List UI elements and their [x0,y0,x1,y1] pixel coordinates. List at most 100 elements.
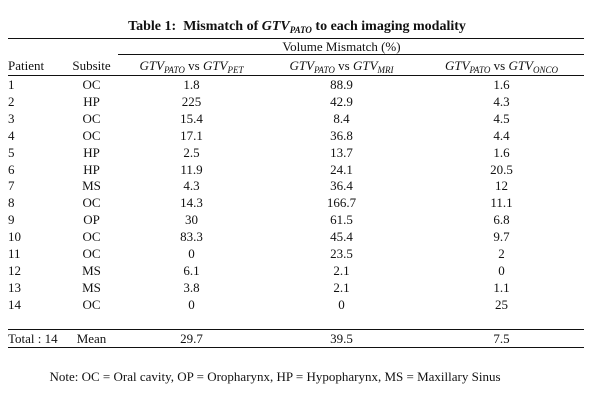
table-cell: 20.5 [490,161,513,177]
title-text: Mismatch of [183,19,259,34]
table-cell: 12 [495,178,508,194]
table-cell: 4.5 [493,110,510,126]
table-cell: 3 [8,110,15,126]
table-cell: MS [82,178,101,194]
table-cell: 2 [8,93,15,109]
table-cell: 1.6 [493,77,510,92]
table-cell: 45.4 [330,229,353,245]
title-label: Table 1: [128,19,177,34]
table-cell: OC [82,296,101,312]
table-cell: OP [83,212,100,228]
vs: vs [188,58,200,73]
table-cell: 1 [8,77,15,92]
top-rule [8,38,584,39]
table-cell: 10 [8,229,21,245]
table-cell: OC [82,110,101,126]
table-cell: HP [83,144,100,160]
table-cell: 6.8 [493,212,510,228]
table-cell: 12 [8,262,21,278]
table-cell: 9 [8,212,15,228]
table-cell: 0 [338,296,345,312]
bottom-rule [8,347,584,348]
table-cell: 8 [8,195,15,211]
footer-cell: 39.5 [330,331,353,346]
group-rule [118,54,584,55]
table-cell: OC [82,229,101,245]
table-cell: OC [82,127,101,143]
table-cell: 36.4 [330,178,353,194]
footer-cell: Total : 14 [8,331,58,346]
footer-cell: 7.5 [493,331,510,346]
table-cell: OC [82,246,101,261]
table-cell: 225 [181,93,202,109]
table-cell: HP [83,93,100,109]
title-var: GTV [261,19,290,34]
table-cell: 3.8 [183,279,200,295]
table-cell: 17.1 [180,127,203,143]
table-cell: 23.5 [330,246,353,261]
table-cell: MS [82,279,101,295]
table-cell: 166.7 [326,195,357,211]
var: GTV [444,58,470,73]
table-cell: 14 [8,296,21,312]
table-cell: OC [82,77,101,92]
footer-cell: Mean [76,331,107,346]
column-header: Subsite [72,58,111,73]
table-cell: 61.5 [330,212,353,228]
var-sub: ONCO [533,65,559,75]
var: GTV [139,58,165,73]
group-header: Volume Mismatch (%) [282,39,401,54]
table-cell: 2.1 [333,262,350,278]
var: GTV [289,58,315,73]
table-cell: 2.1 [333,279,350,295]
table-cell: 13 [8,279,21,295]
table-cell: 15.4 [180,110,203,126]
var-sub: MRI [377,65,394,75]
column-header: GTVPATO vs GTVPET [115,58,268,78]
table-cell: 30 [185,212,198,228]
column-header: GTVPATO vs GTVONCO [415,58,588,78]
table-cell: 1.8 [183,77,200,92]
footer-cell: 29.7 [180,331,203,346]
table-title: Table 1: Mismatch of GTVPATO to each ima… [0,19,594,35]
table-cell: 6.1 [183,262,200,278]
var-sub: PATO [469,65,491,75]
table-cell: OC [82,195,101,211]
table-cell: 88.9 [330,77,353,92]
table-cell: 6 [8,161,15,177]
vs: vs [338,58,350,73]
vs: vs [493,58,506,73]
table-cell: 83.3 [180,229,203,245]
var: GTV [508,58,533,73]
header-rule [8,75,584,76]
table-cell: 11.1 [490,195,513,211]
column-header: GTVPATO vs GTVMRI [262,58,421,78]
table-cell: 4.4 [493,127,510,143]
var: GTV [352,58,378,73]
table-cell: 42.9 [330,93,353,109]
table-cell: 0 [498,262,505,278]
table-cell: 1.6 [493,144,510,160]
table-cell: 9.7 [493,229,510,245]
table-cell: 14.3 [180,195,203,211]
note: Note: OC = Oral cavity, OP = Oropharynx,… [49,369,501,384]
table-cell: 4 [8,127,15,143]
table-cell: 4.3 [493,93,510,109]
table-cell: 2 [498,246,505,261]
table-cell: 13.7 [330,144,353,160]
title-text: to each imaging modality [315,19,466,34]
footer-rule [8,329,584,330]
table-cell: HP [83,161,100,177]
var-sub: PATO [164,65,185,75]
table-cell: 5 [8,144,15,160]
table-cell: 4.3 [183,178,200,194]
title-sub: PATO [289,25,312,35]
var: GTV [202,58,228,73]
table-cell: 36.8 [330,127,353,143]
var-sub: PET [227,65,244,75]
table-cell: 11 [8,246,21,261]
table-cell: 8.4 [333,110,350,126]
column-header: Patient [8,58,45,73]
table-cell: MS [82,262,101,278]
